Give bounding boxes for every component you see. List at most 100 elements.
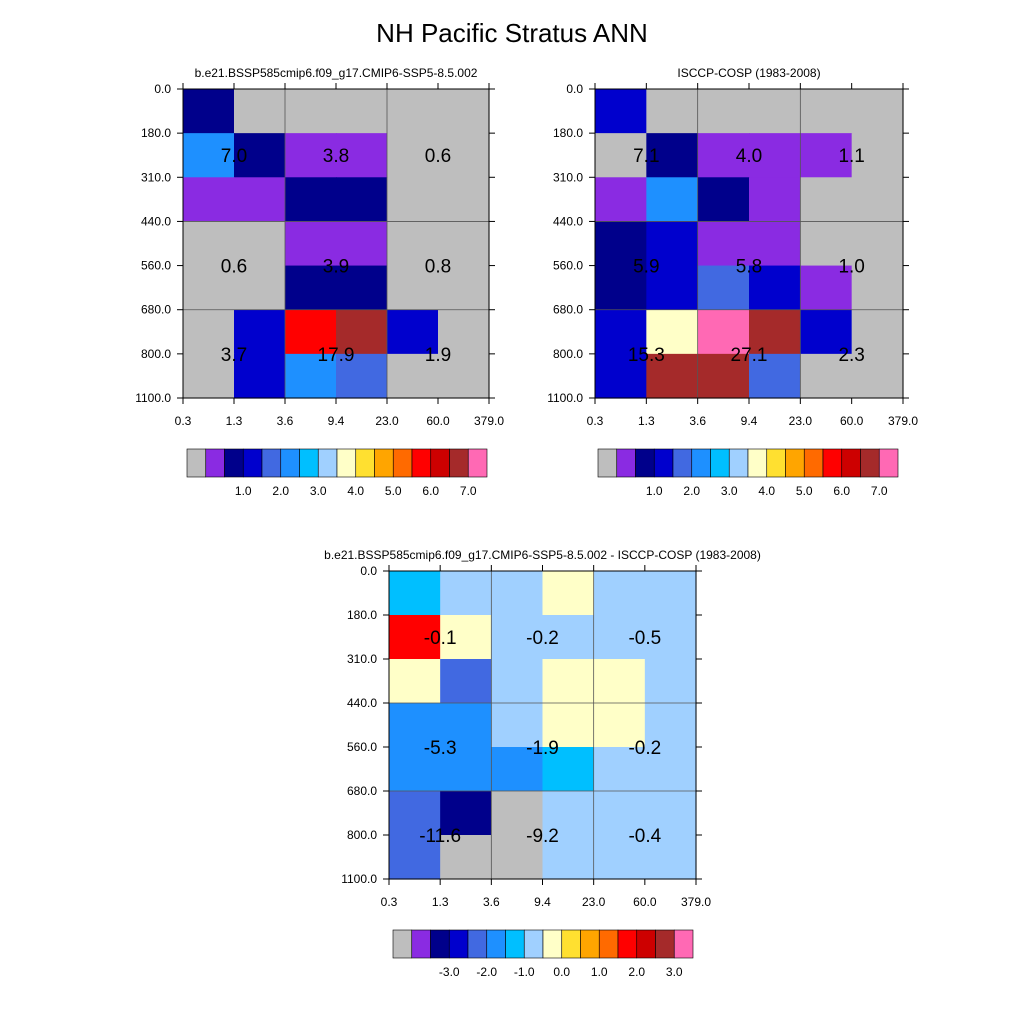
x-tick-label: 9.4 [741, 414, 758, 428]
heatmap-cell [389, 747, 441, 792]
heatmap-cell [234, 133, 286, 178]
heatmap-cell [285, 177, 337, 223]
heatmap-cell [646, 353, 699, 399]
data-label: -9.2 [526, 826, 559, 847]
heatmap-cell [234, 309, 286, 355]
heatmap-cell [595, 177, 647, 223]
x-tick-label: 23.0 [789, 414, 813, 428]
heatmap-cell [183, 177, 235, 223]
heatmap-cell [285, 265, 337, 311]
x-tick-label: 9.4 [328, 414, 345, 428]
colorbar-label: 0.0 [553, 965, 570, 979]
heatmap-cell [644, 571, 697, 616]
colorbar-label: 2.0 [272, 484, 289, 498]
x-tick-label: 9.4 [534, 895, 551, 909]
colorbar-swatch [728, 448, 749, 478]
heatmap-cell [595, 265, 647, 311]
data-label: 3.8 [323, 146, 349, 167]
heatmap-cell [800, 177, 853, 223]
heatmap-cell [387, 133, 439, 178]
x-tick-label: 0.3 [175, 414, 192, 428]
heatmap-cell [285, 133, 337, 178]
heatmap-cell [389, 835, 441, 880]
heatmap-cell [234, 177, 286, 223]
colorbar-label: 2.0 [683, 484, 700, 498]
heatmap-cell [800, 353, 853, 399]
heatmap-cell [644, 659, 697, 704]
heatmap-cell [851, 265, 904, 311]
heatmap-cell [749, 89, 801, 134]
y-tick-label: 180.0 [553, 126, 583, 140]
data-label: 3.7 [221, 345, 247, 366]
y-tick-label: 560.0 [141, 259, 171, 273]
heatmap-cell [593, 835, 646, 880]
x-tick-label: 23.0 [582, 895, 606, 909]
y-tick-label: 310.0 [347, 652, 377, 666]
heatmap-cell [697, 177, 750, 223]
heatmap-cell [646, 177, 699, 223]
x-tick-label: 1.3 [226, 414, 243, 428]
heatmap-cell [542, 835, 595, 880]
heatmap-cell [595, 221, 647, 267]
y-tick-label: 0.0 [154, 82, 171, 96]
heatmap-cell [595, 133, 647, 178]
y-tick-label: 1100.0 [547, 391, 583, 405]
y-tick-label: 800.0 [141, 347, 171, 361]
colorbar-label: 3.0 [666, 965, 683, 979]
heatmap-cell [183, 221, 235, 267]
heatmap-cell [646, 89, 699, 134]
y-tick-label: 180.0 [347, 608, 377, 622]
colorbar-swatch [299, 448, 319, 478]
heatmap-cell [285, 221, 337, 267]
colorbar-swatch [242, 448, 263, 478]
heatmap-cell [697, 265, 750, 311]
heatmap-cell [387, 265, 439, 311]
colorbar-swatch [691, 448, 711, 478]
x-tick-label: 379.0 [681, 895, 711, 909]
heatmap-cell [542, 615, 595, 660]
heatmap-cell [749, 221, 801, 267]
heatmap-cell [697, 309, 750, 355]
heatmap-cell [644, 835, 697, 880]
panel-title: b.e21.BSSP585cmip6.f09_g17.CMIP6-SSP5-8.… [324, 548, 761, 562]
heatmap-cell [851, 221, 904, 267]
heatmap-cell [336, 177, 388, 223]
panel-title: b.e21.BSSP585cmip6.f09_g17.CMIP6-SSP5-8.… [195, 66, 478, 80]
heatmap-cell [800, 309, 853, 355]
heatmap-cell [646, 133, 699, 178]
colorbar-swatch [653, 448, 674, 478]
heatmap-cell [697, 89, 750, 134]
colorbar-swatch [822, 448, 843, 478]
heatmap-cell [491, 615, 544, 660]
colorbar-swatch [672, 448, 693, 478]
data-label: 7.0 [221, 146, 247, 167]
colorbar-swatch [616, 448, 636, 478]
heatmap-cell [387, 177, 439, 223]
heatmap-cell [440, 791, 492, 836]
heatmap-cell [336, 265, 388, 311]
data-label: 7.1 [633, 146, 659, 167]
colorbar-swatch [280, 448, 300, 478]
heatmap-cell [542, 791, 595, 836]
colorbar-swatch [803, 448, 824, 478]
heatmap-cell [183, 89, 235, 134]
heatmap-cell [593, 703, 646, 748]
colorbar-swatch [655, 929, 675, 959]
heatmap-cell [183, 353, 235, 399]
colorbar-swatch [597, 448, 618, 478]
y-tick-label: 1100.0 [135, 391, 171, 405]
data-label: 0.6 [425, 146, 451, 167]
heatmap-cell [646, 221, 699, 267]
colorbar-label: 1.0 [646, 484, 663, 498]
heatmap-cell [644, 615, 697, 660]
colorbar: 1.0 2.0 3.0 4.0 5.0 6.0 7.0 [597, 448, 899, 498]
colorbar-swatch [785, 448, 805, 478]
data-label: 2.3 [838, 345, 864, 366]
y-tick-label: 0.0 [566, 82, 583, 96]
data-label: -0.1 [424, 628, 457, 649]
data-label: 15.3 [628, 345, 665, 366]
y-tick-label: 310.0 [553, 170, 583, 184]
heatmap-cell [438, 177, 490, 223]
heatmap-cell [336, 309, 388, 355]
colorbar-swatch [467, 448, 488, 478]
